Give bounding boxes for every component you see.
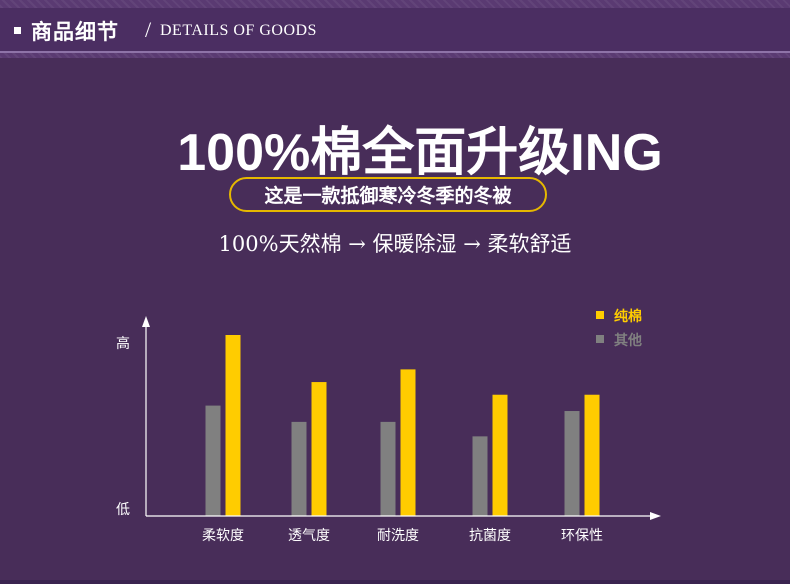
y-axis-arrow-icon [142, 316, 150, 327]
bar-other-3 [380, 421, 396, 516]
headline: 100%棉全面升级ING [177, 124, 663, 182]
section-title-cn: 商品细节 [31, 19, 119, 44]
bar-cotton-4 [492, 394, 508, 516]
legend-swatch-cotton [596, 311, 604, 319]
feature-flow: 100%天然棉 → 保暖除湿 → 柔软舒适 [218, 232, 572, 256]
title-separator: / [145, 17, 152, 42]
section-title-en: DETAILS OF GOODS [160, 22, 317, 39]
bars-group [205, 335, 600, 516]
x-tick-label: 环保性 [561, 528, 603, 544]
header-underline [0, 51, 790, 53]
legend-label-other: 其他 [614, 332, 642, 349]
square-bullet-icon [14, 27, 21, 34]
bar-cotton-3 [400, 369, 416, 516]
y-low-label: 低 [116, 502, 130, 518]
x-tick-labels: 柔软度 透气度 耐洗度 抗菌度 环保性 [202, 528, 603, 544]
section-header: 商品细节 / DETAILS OF GOODS [0, 0, 790, 58]
x-axis-arrow-icon [650, 512, 661, 520]
bar-cotton-1 [225, 335, 241, 516]
header-band [0, 8, 790, 52]
bar-cotton-5 [584, 394, 600, 516]
x-tick-label: 抗菌度 [469, 528, 511, 544]
x-tick-label: 耐洗度 [377, 528, 419, 544]
bar-other-4 [472, 436, 488, 516]
bar-other-1 [205, 405, 221, 516]
bar-cotton-2 [311, 382, 327, 516]
legend-label-cotton: 纯棉 [614, 308, 642, 325]
tagline-pill: 这是一款抵御寒冷冬季的冬被 [229, 177, 547, 212]
y-high-label: 高 [116, 335, 130, 352]
footer-line [0, 580, 790, 584]
x-tick-label: 柔软度 [202, 528, 244, 544]
legend-swatch-other [596, 335, 604, 343]
x-tick-label: 透气度 [288, 528, 330, 544]
bar-other-5 [564, 411, 580, 516]
bar-other-2 [291, 421, 307, 516]
